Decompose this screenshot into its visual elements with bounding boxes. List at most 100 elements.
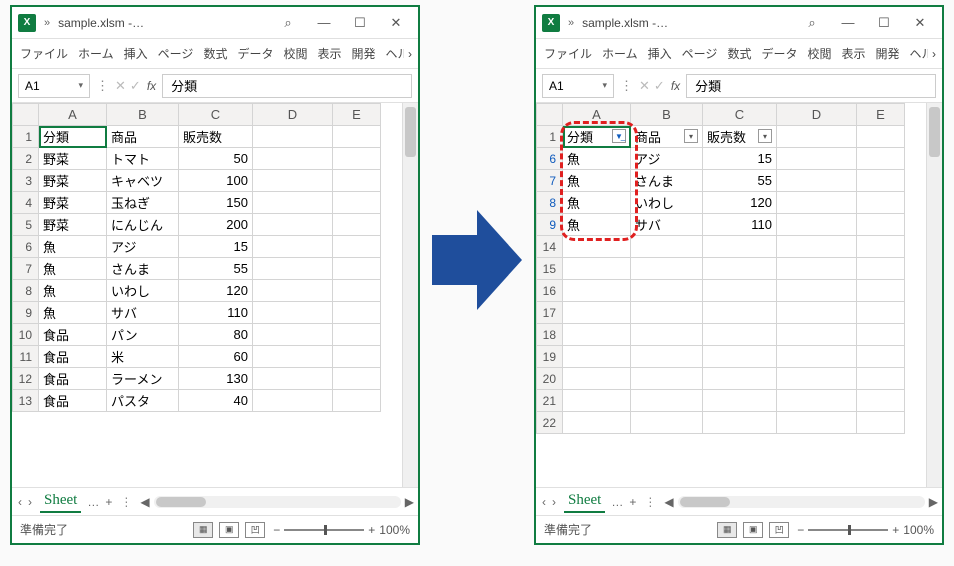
cell-C11[interactable]: 60 — [179, 346, 253, 368]
cell-C5[interactable]: 200 — [179, 214, 253, 236]
vertical-scrollbar[interactable] — [926, 103, 942, 487]
ribbon-tab-help[interactable]: ヘル — [906, 41, 928, 66]
cell-B8[interactable]: いわし — [107, 280, 179, 302]
cell-B6[interactable]: アジ — [631, 148, 703, 170]
cell-C3[interactable]: 100 — [179, 170, 253, 192]
select-all-corner[interactable] — [13, 104, 39, 126]
cell-E9[interactable] — [333, 302, 381, 324]
filter-dropdown-icon[interactable]: ▾ — [758, 129, 772, 143]
cell-D6[interactable] — [777, 148, 857, 170]
cell-C4[interactable]: 150 — [179, 192, 253, 214]
cell-B9[interactable]: サバ — [631, 214, 703, 236]
cell-B17[interactable] — [631, 302, 703, 324]
cell-D16[interactable] — [777, 280, 857, 302]
cell-B1[interactable]: 商品▾ — [631, 126, 703, 148]
scroll-right-icon[interactable]: ▶ — [405, 495, 414, 509]
maximize-button[interactable]: ☐ — [344, 11, 376, 35]
spreadsheet-grid[interactable]: ABCDE1分類商品販売数2野菜トマト503野菜キャベツ1004野菜玉ねぎ150… — [12, 103, 381, 412]
cell-C9[interactable]: 110 — [703, 214, 777, 236]
cell-C13[interactable]: 40 — [179, 390, 253, 412]
view-break-button[interactable]: 凹 — [769, 522, 789, 538]
sheet-more-button[interactable]: … — [611, 495, 623, 509]
cell-E7[interactable] — [333, 258, 381, 280]
column-header-C[interactable]: C — [703, 104, 777, 126]
cell-D20[interactable] — [777, 368, 857, 390]
cell-A21[interactable] — [563, 390, 631, 412]
horizontal-scrollbar[interactable]: ◀ ▶ — [140, 495, 414, 509]
ribbon-tab-data[interactable]: データ — [233, 41, 277, 66]
view-page-button[interactable]: ▣ — [743, 522, 763, 538]
scroll-thumb[interactable] — [405, 107, 416, 157]
maximize-button[interactable]: ☐ — [868, 11, 900, 35]
cell-E9[interactable] — [857, 214, 905, 236]
cell-E6[interactable] — [333, 236, 381, 258]
row-header-6[interactable]: 6 — [537, 148, 563, 170]
scroll-right-icon[interactable]: ▶ — [929, 495, 938, 509]
ribbon-tab-file[interactable]: ファイル — [540, 41, 596, 66]
cell-E19[interactable] — [857, 346, 905, 368]
row-header-13[interactable]: 13 — [13, 390, 39, 412]
cell-E13[interactable] — [333, 390, 381, 412]
column-header-D[interactable]: D — [777, 104, 857, 126]
formula-bar[interactable]: 分類 — [162, 74, 412, 98]
cell-C17[interactable] — [703, 302, 777, 324]
ribbon-tab-review[interactable]: 校閲 — [803, 41, 835, 66]
cell-D3[interactable] — [253, 170, 333, 192]
cell-B4[interactable]: 玉ねぎ — [107, 192, 179, 214]
cell-D7[interactable] — [777, 170, 857, 192]
row-header-11[interactable]: 11 — [13, 346, 39, 368]
cell-A19[interactable] — [563, 346, 631, 368]
ribbon-tab-home[interactable]: ホーム — [598, 41, 642, 66]
close-button[interactable]: ✕ — [904, 11, 936, 35]
ribbon-tab-insert[interactable]: 挿入 — [120, 41, 152, 66]
cell-B18[interactable] — [631, 324, 703, 346]
row-header-17[interactable]: 17 — [537, 302, 563, 324]
cell-A7[interactable]: 魚 — [39, 258, 107, 280]
select-all-corner[interactable] — [537, 104, 563, 126]
cell-D8[interactable] — [253, 280, 333, 302]
row-header-12[interactable]: 12 — [13, 368, 39, 390]
close-button[interactable]: ✕ — [380, 11, 412, 35]
vertical-scrollbar[interactable] — [402, 103, 418, 487]
cell-D12[interactable] — [253, 368, 333, 390]
cell-D9[interactable] — [777, 214, 857, 236]
formula-bar[interactable]: 分類 — [686, 74, 936, 98]
cell-C19[interactable] — [703, 346, 777, 368]
cell-A1[interactable]: 分類 — [39, 126, 107, 148]
cell-E18[interactable] — [857, 324, 905, 346]
cell-C9[interactable]: 110 — [179, 302, 253, 324]
column-header-E[interactable]: E — [857, 104, 905, 126]
cell-A13[interactable]: 食品 — [39, 390, 107, 412]
cell-D9[interactable] — [253, 302, 333, 324]
cell-A2[interactable]: 野菜 — [39, 148, 107, 170]
cell-C14[interactable] — [703, 236, 777, 258]
ribbon-overflow[interactable]: › — [930, 43, 938, 65]
cell-A6[interactable]: 魚 — [563, 148, 631, 170]
cell-D22[interactable] — [777, 412, 857, 434]
cell-E14[interactable] — [857, 236, 905, 258]
cell-E10[interactable] — [333, 324, 381, 346]
row-header-14[interactable]: 14 — [537, 236, 563, 258]
cell-E4[interactable] — [333, 192, 381, 214]
row-header-1[interactable]: 1 — [537, 126, 563, 148]
cell-B10[interactable]: パン — [107, 324, 179, 346]
cell-E2[interactable] — [333, 148, 381, 170]
zoom-in-button[interactable]: + — [892, 523, 899, 537]
row-header-1[interactable]: 1 — [13, 126, 39, 148]
cell-C2[interactable]: 50 — [179, 148, 253, 170]
row-header-19[interactable]: 19 — [537, 346, 563, 368]
cell-D8[interactable] — [777, 192, 857, 214]
ribbon-tab-formulas[interactable]: 数式 — [723, 41, 755, 66]
row-header-10[interactable]: 10 — [13, 324, 39, 346]
ribbon-tab-formulas[interactable]: 数式 — [199, 41, 231, 66]
cell-C10[interactable]: 80 — [179, 324, 253, 346]
cell-E8[interactable] — [333, 280, 381, 302]
row-header-8[interactable]: 8 — [13, 280, 39, 302]
cell-A15[interactable] — [563, 258, 631, 280]
cell-C1[interactable]: 販売数▾ — [703, 126, 777, 148]
cell-D13[interactable] — [253, 390, 333, 412]
cell-C8[interactable]: 120 — [179, 280, 253, 302]
cell-C7[interactable]: 55 — [703, 170, 777, 192]
cell-A9[interactable]: 魚 — [563, 214, 631, 236]
cell-A9[interactable]: 魚 — [39, 302, 107, 324]
